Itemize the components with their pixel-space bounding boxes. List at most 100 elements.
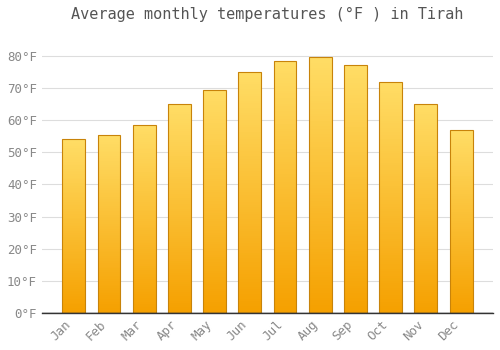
Bar	[132, 244, 156, 245]
Bar	[98, 308, 120, 309]
Bar	[414, 309, 438, 311]
Bar	[274, 230, 296, 232]
Bar	[450, 271, 472, 273]
Bar	[132, 257, 156, 259]
Bar	[309, 257, 332, 259]
Bar	[132, 132, 156, 134]
Bar	[309, 303, 332, 306]
Bar	[132, 226, 156, 229]
Bar	[168, 198, 191, 200]
Bar	[344, 231, 367, 234]
Bar	[274, 116, 296, 119]
Bar	[62, 231, 85, 233]
Bar	[98, 281, 120, 283]
Bar	[238, 130, 262, 132]
Bar	[238, 296, 262, 299]
Bar	[414, 144, 438, 146]
Bar	[203, 201, 226, 204]
Bar	[62, 256, 85, 258]
Bar	[132, 163, 156, 164]
Bar	[450, 219, 472, 222]
Bar	[450, 260, 472, 262]
Bar	[379, 258, 402, 260]
Bar	[379, 116, 402, 119]
Bar	[379, 225, 402, 228]
Bar	[62, 245, 85, 247]
Bar	[168, 254, 191, 257]
Bar	[379, 281, 402, 283]
Bar	[309, 226, 332, 229]
Bar	[203, 259, 226, 262]
Bar	[450, 141, 472, 142]
Bar	[344, 308, 367, 310]
Bar	[344, 249, 367, 251]
Bar	[238, 152, 262, 154]
Bar	[98, 302, 120, 304]
Bar	[203, 193, 226, 195]
Bar	[238, 241, 262, 243]
Bar	[379, 114, 402, 116]
Bar	[274, 303, 296, 306]
Bar	[450, 185, 472, 187]
Bar	[309, 211, 332, 214]
Bar	[62, 219, 85, 221]
Bar	[62, 266, 85, 268]
Bar	[62, 205, 85, 207]
Bar	[414, 163, 438, 164]
Bar	[168, 183, 191, 186]
Bar	[168, 156, 191, 159]
Bar	[379, 169, 402, 172]
Bar	[450, 265, 472, 267]
Bar	[62, 278, 85, 280]
Bar	[379, 179, 402, 181]
Bar	[414, 307, 438, 309]
Bar	[168, 296, 191, 299]
Bar	[309, 293, 332, 295]
Bar	[274, 227, 296, 230]
Bar	[168, 223, 191, 225]
Bar	[168, 188, 191, 190]
Bar	[168, 248, 191, 250]
Bar	[414, 303, 438, 305]
Bar	[132, 281, 156, 283]
Bar	[98, 292, 120, 293]
Bar	[238, 98, 262, 101]
Bar	[132, 136, 156, 138]
Bar	[309, 267, 332, 270]
Bar	[238, 248, 262, 250]
Bar	[62, 299, 85, 301]
Bar	[203, 190, 226, 192]
Bar	[274, 136, 296, 139]
Bar	[98, 275, 120, 278]
Bar	[238, 135, 262, 137]
Bar	[203, 244, 226, 246]
Bar	[62, 150, 85, 152]
Bar	[98, 226, 120, 228]
Bar	[344, 241, 367, 244]
Bar	[203, 166, 226, 168]
Bar	[238, 311, 262, 313]
Bar	[274, 114, 296, 116]
Bar	[98, 140, 120, 142]
Bar	[450, 152, 472, 154]
Bar	[168, 202, 191, 204]
Bar	[274, 204, 296, 207]
Bar	[62, 188, 85, 190]
Bar	[274, 108, 296, 111]
Bar	[238, 209, 262, 212]
Bar	[344, 83, 367, 85]
Bar	[274, 210, 296, 212]
Bar	[203, 154, 226, 157]
Bar	[168, 127, 191, 129]
Bar	[238, 202, 262, 204]
Bar	[450, 157, 472, 159]
Bar	[98, 265, 120, 267]
Bar	[168, 221, 191, 223]
Bar	[309, 218, 332, 221]
Bar	[98, 290, 120, 292]
Bar	[98, 138, 120, 140]
Bar	[132, 208, 156, 210]
Bar	[132, 211, 156, 214]
Bar	[62, 270, 85, 271]
Bar	[203, 105, 226, 107]
